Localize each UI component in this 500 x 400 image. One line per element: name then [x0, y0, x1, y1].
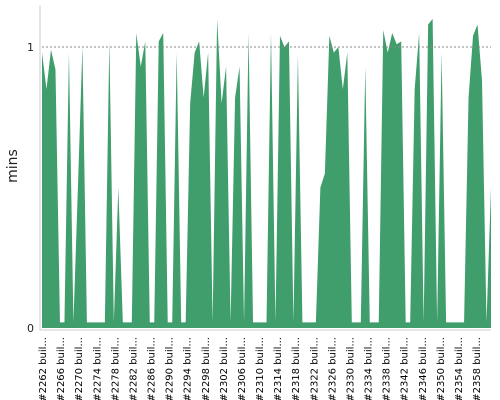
x-tick-label: #2298 buil... [201, 337, 212, 400]
x-tick-label: #2310 buil... [255, 337, 266, 400]
y-tick-label: 0 [27, 322, 34, 335]
x-tick-label: #2266 buil... [56, 337, 67, 400]
y-tick-label: 1 [27, 41, 34, 54]
x-tick-label: #2330 buil... [345, 337, 356, 400]
x-tick-label: #2338 buil... [382, 337, 393, 400]
x-tick-label: #2302 buil... [219, 337, 230, 400]
x-tick-label: #2342 buil... [400, 337, 411, 400]
x-tick-label: #2278 buil... [110, 337, 121, 400]
x-tick-label: #2286 buil... [147, 337, 158, 400]
x-tick-label: #2262 buil... [38, 337, 49, 400]
x-tick-label: #2346 buil... [418, 337, 429, 400]
x-tick-label: #2350 buil... [436, 337, 447, 400]
x-tick-label: #2306 buil... [237, 337, 248, 400]
series-area [42, 18, 491, 329]
x-tick-label: #2358 buil... [472, 337, 483, 400]
x-tick-label: #2282 buil... [128, 337, 139, 400]
x-tick-label: #2354 buil... [454, 337, 465, 400]
x-tick-label: #2326 buil... [327, 337, 338, 400]
x-tick-label: #2322 buil... [309, 337, 320, 400]
x-tick-labels: #2262 buil... #2266 buil... #2270 buil... #… [38, 337, 483, 400]
x-tick-label: #2314 buil... [273, 337, 284, 400]
y-axis-title: mins [5, 149, 21, 183]
x-tick-label: #2290 buil... [165, 337, 176, 400]
x-tick-label: #2334 buil... [364, 337, 375, 400]
x-tick-label: #2270 buil... [74, 337, 85, 400]
x-tick-label: #2274 buil... [92, 337, 103, 400]
x-tick-label: #2318 buil... [291, 337, 302, 400]
x-tick-label: #2294 buil... [183, 337, 194, 400]
